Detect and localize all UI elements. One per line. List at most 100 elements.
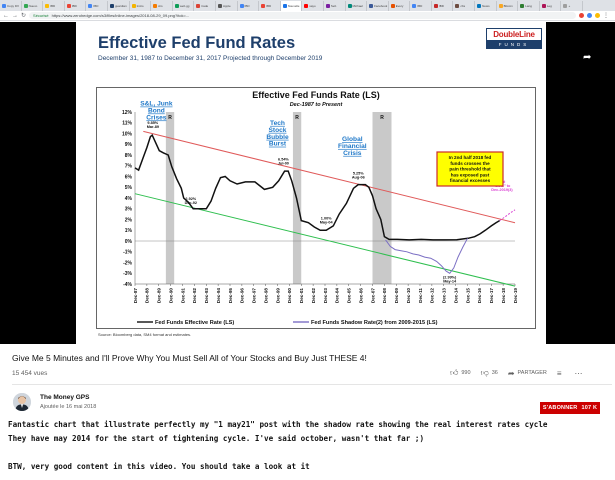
back-icon[interactable]: ←: [3, 12, 9, 19]
chart-annotation: 1.00% May-04: [320, 217, 334, 225]
browser-tab[interactable]: IBD: [238, 1, 260, 11]
browser-tab[interactable]: Nuevo: [22, 1, 44, 11]
thumbs-down-icon: 👎︎: [480, 368, 489, 377]
tab-favicon-icon: [455, 4, 460, 8]
more-actions-button[interactable]: ⋯: [575, 369, 586, 378]
tab-favicon-icon: [498, 4, 503, 8]
chart-annotation: Tech Stock Bubble Burst: [266, 120, 289, 148]
browser-tab[interactable]: sayo: [302, 1, 324, 11]
recession-band: [372, 112, 392, 284]
x-tick-label: Dec-95: [228, 288, 233, 304]
chart-frame: Effective Fed Funds Rate (LS) Dec-1987 to…: [96, 87, 536, 329]
secure-label: Sécurisé: [33, 13, 49, 18]
y-tick-label: 5%: [125, 185, 133, 191]
annotation-line: Crises: [146, 114, 166, 121]
share-arrow-icon[interactable]: ➦: [583, 52, 592, 63]
publish-date: Ajoutée le 16 mai 2018: [40, 404, 97, 410]
chart-title: Effective Fed Funds Rate (LS): [252, 90, 380, 100]
browser-tab[interactable]: Seb: [324, 1, 346, 11]
tab-favicon-icon: [433, 4, 438, 8]
tab-label: IBD: [266, 4, 272, 8]
browser-tab[interactable]: Every: [389, 1, 411, 11]
forward-icon[interactable]: →: [12, 12, 18, 19]
x-tick-label: Dec-08: [382, 288, 387, 304]
browser-tab[interactable]: IBD: [86, 1, 108, 11]
browser-tab[interactable]: IBD: [259, 1, 281, 11]
tab-label: Every: [395, 4, 404, 8]
share-button[interactable]: ➦ PARTAGER: [508, 369, 547, 378]
add-to-playlist-button[interactable]: ≡: [557, 369, 565, 378]
tab-label: Apple: [222, 4, 231, 8]
video-player[interactable]: Effective Fed Fund Rates December 31, 19…: [0, 22, 615, 344]
tab-label: Copy DV: [7, 4, 20, 8]
url-field[interactable]: Sécurisé https://www.zerohedge.com/s3/fi…: [29, 12, 576, 19]
tab-favicon-icon: [541, 4, 546, 8]
tab-label: Inicio: [136, 4, 144, 8]
browser-tab[interactable]: guardian: [108, 1, 130, 11]
channel-avatar[interactable]: [13, 393, 31, 411]
browser-tab[interactable]: IBD: [43, 1, 65, 11]
browser-tab[interactable]: Facebook: [367, 1, 389, 11]
tab-label: Bitcoin: [503, 4, 513, 8]
x-tick-label: Dec-02: [311, 288, 316, 304]
browser-tab[interactable]: trade: [194, 1, 216, 11]
chart-annotation: 6.54% Jul-00: [278, 157, 289, 165]
browser-tab[interactable]: Leg: [540, 1, 562, 11]
comment-line-4: BTW, very good content in this video. Yo…: [8, 462, 310, 471]
tab-label: Nouvelle: [287, 4, 300, 8]
callout-line: pain threshold that: [449, 167, 491, 172]
x-tick-label: Dec-15: [465, 288, 470, 304]
video-frame-slide: Effective Fed Fund Rates December 31, 19…: [76, 22, 546, 344]
browser-tab[interactable]: Copy DV: [0, 1, 22, 11]
more-icon: ⋯: [574, 368, 583, 378]
browser-tab[interactable]: Ars: [151, 1, 173, 11]
tab-favicon-icon: [412, 4, 417, 8]
browser-tab[interactable]: Apple: [216, 1, 238, 11]
y-tick-label: 11%: [122, 121, 132, 127]
browser-tab[interactable]: IBD: [410, 1, 432, 11]
comment-line-2: They have may 2014 for the start of tigh…: [8, 434, 425, 443]
dislike-button[interactable]: 👎︎ 36: [481, 368, 498, 378]
callout-line: funds crosses the: [450, 161, 490, 166]
extension-icon[interactable]: [587, 13, 592, 18]
x-tick-label: Dec-14: [453, 288, 458, 304]
browser-tab[interactable]: Lang: [518, 1, 540, 11]
tab-favicon-icon: [153, 4, 158, 8]
tab-label: IBD: [50, 4, 56, 8]
tab-label: IBD: [244, 4, 250, 8]
annotation-line: Mar-89: [147, 125, 159, 129]
browser-tab[interactable]: News: [475, 1, 497, 11]
browser-tab[interactable]: IBD: [65, 1, 87, 11]
browser-tab[interactable]: Nouvelle: [280, 1, 303, 11]
browser-tab[interactable]: Inicio: [130, 1, 152, 11]
annotation-line: 2.92%: [185, 197, 196, 201]
channel-name[interactable]: The Money GPS: [40, 394, 90, 401]
recession-band: [165, 112, 175, 284]
url-text: https://www.zerohedge.com/s3/files/inlin…: [51, 13, 190, 18]
browser-tab[interactable]: IBD: [432, 1, 454, 11]
tab-favicon-icon: [45, 4, 50, 8]
tab-label: Lang: [525, 4, 532, 8]
browser-tab[interactable]: web.gg: [173, 1, 195, 11]
y-tick-label: -3%: [123, 271, 132, 277]
thumbs-up-icon: 👍︎: [450, 368, 459, 377]
browser-tab[interactable]: Bitcoin: [497, 1, 519, 11]
extension-icon[interactable]: [595, 13, 600, 18]
annotation-line: Bond: [148, 107, 165, 114]
browser-tab[interactable]: Michael: [346, 1, 368, 11]
x-tick-label: Dec-11: [418, 288, 423, 303]
share-icon: ➦: [507, 368, 515, 378]
reload-icon[interactable]: ↻: [21, 12, 27, 19]
browser-tab[interactable]: cbs: [453, 1, 476, 11]
subscribe-button[interactable]: S'ABONNER 107 K: [540, 402, 600, 414]
avatar-portrait-icon: [13, 393, 31, 411]
chart-annotation: Global Financial Crisis: [338, 136, 367, 157]
tab-favicon-icon: [347, 4, 352, 8]
x-tick-label: Dec-96: [240, 288, 245, 304]
extension-icon[interactable]: [579, 13, 584, 18]
x-tick-label: Dec-99: [275, 288, 280, 304]
annotation-line: May-14: [443, 280, 457, 284]
like-button[interactable]: 👍︎ 990: [450, 368, 471, 378]
browser-tab[interactable]: +: [561, 1, 584, 11]
menu-icon[interactable]: ⋮: [603, 12, 609, 19]
